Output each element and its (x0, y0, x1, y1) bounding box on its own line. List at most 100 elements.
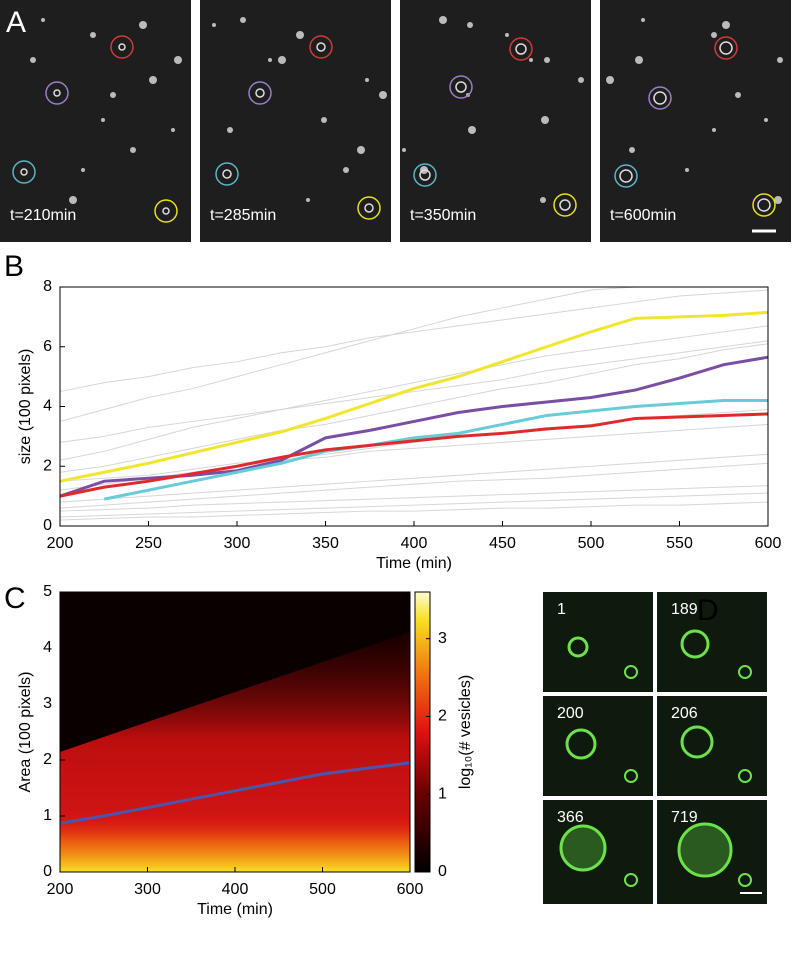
vesicle (357, 146, 365, 154)
tracking-circle (357, 196, 381, 220)
tracking-circle (12, 160, 36, 184)
panel-label: A (6, 6, 26, 39)
vesicle (629, 147, 635, 153)
vesicle (677, 822, 733, 878)
series-line (59, 340, 769, 443)
x-tick-label: 600 (397, 881, 424, 898)
vesicle (240, 17, 246, 23)
vesicle (296, 31, 304, 39)
vesicle (719, 41, 733, 55)
x-tick-label: 600 (755, 535, 782, 552)
micrograph (543, 696, 653, 796)
vesicle (130, 147, 136, 153)
x-tick-label: 300 (224, 535, 251, 552)
vesicle (222, 169, 232, 179)
series-line (59, 355, 769, 498)
vesicle (641, 18, 645, 22)
vesicle (101, 118, 105, 122)
y-tick-label: 2 (43, 751, 52, 768)
vesicle (653, 91, 667, 105)
x-axis-label: Time (min) (376, 555, 452, 572)
y-tick-label: 4 (43, 639, 52, 656)
frame-number: 206 (671, 705, 698, 722)
vesicle (529, 58, 533, 62)
x-tick-label: 200 (47, 535, 74, 552)
vesicle (171, 128, 175, 132)
vesicle (515, 43, 527, 55)
vesicle (149, 76, 157, 84)
tracking-circle (248, 81, 272, 105)
series-line (103, 399, 768, 501)
x-tick-label: 350 (312, 535, 339, 552)
vesicle (90, 32, 96, 38)
y-tick-label: 8 (43, 278, 52, 295)
x-tick-label: 250 (135, 535, 162, 552)
x-tick-label: 500 (309, 881, 336, 898)
vesicle (738, 873, 752, 887)
vesicle (540, 197, 546, 203)
time-label: t=600min (610, 207, 676, 224)
vesicle (680, 725, 714, 759)
x-tick-label: 300 (134, 881, 161, 898)
vesicle (777, 57, 783, 63)
tracking-circle (648, 86, 672, 110)
vesicle (268, 58, 272, 62)
panel-label: D (697, 594, 719, 627)
tracking-circle (309, 35, 333, 59)
series-line (59, 286, 636, 422)
colorbar-label: log₁₀(# vesicles) (457, 675, 474, 789)
colorbar-tick-label: 3 (438, 630, 447, 647)
x-axis-label: Time (min) (197, 901, 273, 918)
chart: 200 300 400 500 600 0 1 2 3 4 5 Time (min) Area (100… (4, 582, 474, 918)
panel-d: 1 189 200 206 366 719 D (543, 592, 767, 904)
colorbar-tick-label: 0 (438, 863, 447, 880)
vesicle (559, 824, 607, 872)
vesicle (738, 769, 752, 783)
vesicle (735, 92, 741, 98)
vesicle (81, 168, 85, 172)
tracking-circle (553, 193, 577, 217)
tracking-circle (45, 81, 69, 105)
vesicle (316, 42, 326, 52)
colorbar (414, 591, 431, 873)
vesicle (635, 56, 643, 64)
vesicle (565, 728, 597, 760)
frame-number: 189 (671, 601, 698, 618)
micrograph (400, 0, 591, 242)
tracking-circle (614, 164, 638, 188)
vesicle (624, 665, 638, 679)
vesicle (685, 168, 689, 172)
y-tick-label: 6 (43, 338, 52, 355)
series-line (59, 761, 411, 825)
time-label: t=210min (10, 207, 76, 224)
y-tick-label: 1 (43, 807, 52, 824)
vesicle (764, 118, 768, 122)
series-line (59, 453, 769, 503)
vesicle (774, 196, 782, 204)
frame-number: 366 (557, 809, 584, 826)
x-tick-label: 400 (401, 535, 428, 552)
series-line (59, 310, 769, 483)
chart: 200 250 300 350 400 450 500 550 600 0 2 4 6 8 Time (mi… (4, 250, 781, 572)
vesicle (306, 198, 310, 202)
series-line (59, 325, 769, 461)
vesicle (567, 636, 589, 658)
y-tick-label: 3 (43, 695, 52, 712)
series-line (59, 462, 769, 509)
vesicle (162, 207, 170, 215)
vesicle (69, 196, 77, 204)
x-tick-label: 400 (222, 881, 249, 898)
vesicle (174, 56, 182, 64)
panel-a: t=210min t=285min t=350min t=600min A (0, 0, 791, 242)
vesicle (468, 126, 476, 134)
panel-label: C (4, 582, 26, 615)
vesicle (559, 199, 571, 211)
y-tick-label: 4 (43, 398, 52, 415)
y-tick-label: 5 (43, 583, 52, 600)
vesicle (212, 23, 216, 27)
y-axis-label: size (100 pixels) (17, 349, 34, 465)
vesicle (419, 169, 431, 181)
tracking-circle (215, 162, 239, 186)
